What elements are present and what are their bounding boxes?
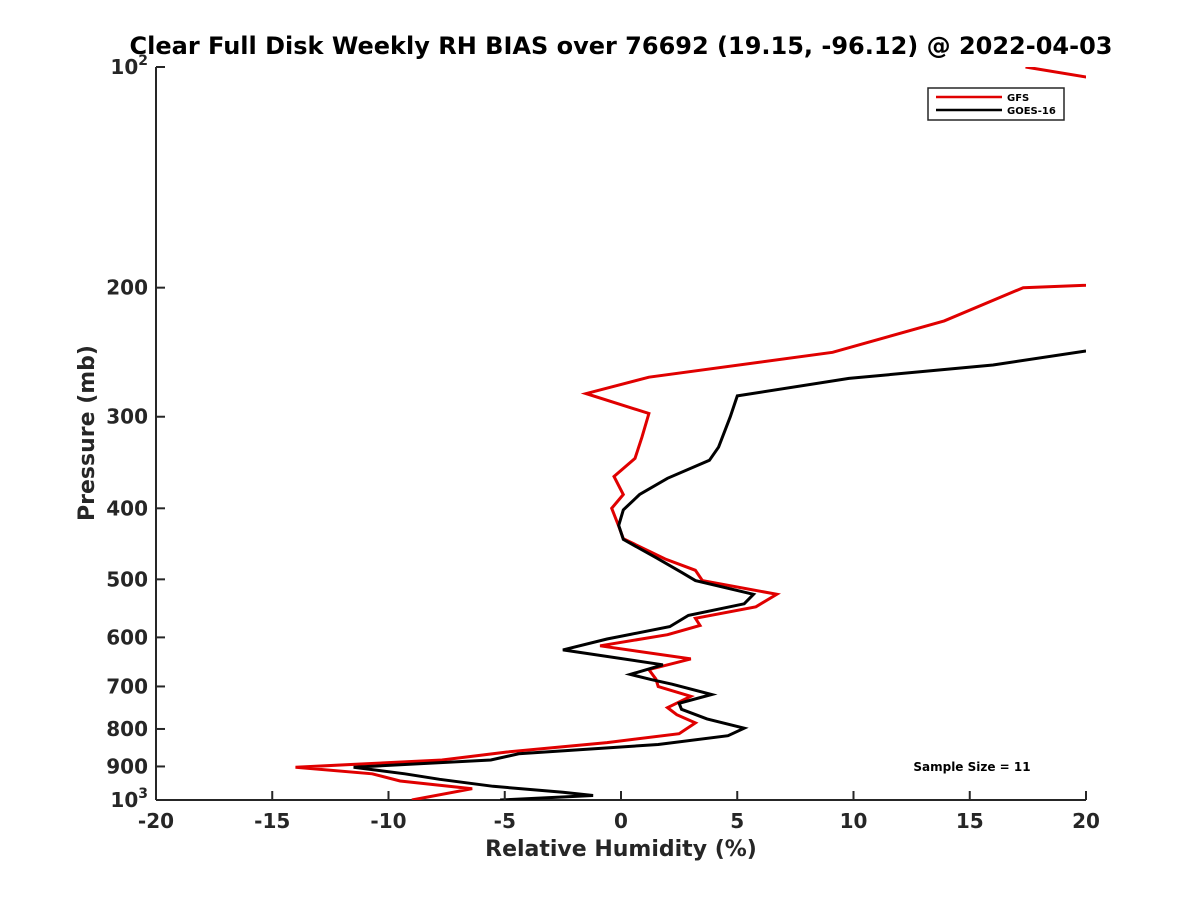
x-tick-label: 0 xyxy=(614,809,628,833)
x-tick-label: -15 xyxy=(254,809,290,833)
y-tick-label: 200 xyxy=(106,276,148,300)
x-tick-label: 10 xyxy=(840,809,868,833)
chart-title: Clear Full Disk Weekly RH BIAS over 7669… xyxy=(130,32,1113,60)
y-tick-label: 103 xyxy=(110,786,148,812)
x-tick-label: -10 xyxy=(370,809,406,833)
series-layer xyxy=(295,67,1086,800)
y-axis-label: Pressure (mb) xyxy=(75,345,100,521)
y-ticks: 102 200 300 400 500 600 700 800 900 103 xyxy=(106,53,165,812)
x-ticks: -20 -15 -10 -5 0 5 10 15 20 xyxy=(138,791,1100,833)
x-tick-label: 15 xyxy=(956,809,984,833)
y-tick-label: 800 xyxy=(106,717,148,741)
y-tick-label: 102 xyxy=(110,53,148,79)
series-line-goes16 xyxy=(353,349,1086,800)
x-axis-label: Relative Humidity (%) xyxy=(485,837,757,862)
y-tick-label: 300 xyxy=(106,405,148,429)
legend-label-goes16: GOES-16 xyxy=(1007,106,1056,117)
x-tick-label: 5 xyxy=(730,809,744,833)
legend: GFS GOES-16 xyxy=(927,87,1065,121)
y-tick-label: 600 xyxy=(106,625,148,649)
sample-size-annotation: Sample Size = 11 xyxy=(913,760,1030,774)
x-tick-label: -5 xyxy=(494,809,516,833)
y-tick-label: 400 xyxy=(106,496,148,520)
y-tick-label: 900 xyxy=(106,754,148,778)
series-line-gfs xyxy=(295,67,1086,800)
legend-label-gfs: GFS xyxy=(1007,93,1029,104)
x-tick-label: 20 xyxy=(1072,809,1100,833)
y-tick-label: 500 xyxy=(106,567,148,591)
plot-area: -20 -15 -10 -5 0 5 10 15 20 102 200 300 400 500 600 70… xyxy=(106,53,1100,833)
legend-box xyxy=(927,87,1065,121)
y-tick-label: 700 xyxy=(106,674,148,698)
x-tick-label: -20 xyxy=(138,809,174,833)
